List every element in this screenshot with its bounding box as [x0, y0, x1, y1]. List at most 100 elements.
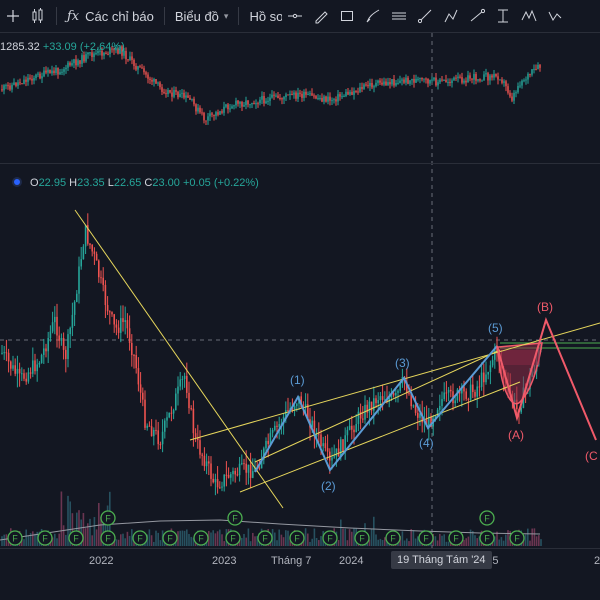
top-candle-body: [257, 103, 259, 105]
measure-icon[interactable]: [490, 0, 516, 32]
event-marker-circle[interactable]: [225, 530, 241, 546]
candle-body: [472, 384, 474, 392]
volume-bar: [403, 540, 406, 546]
ray-icon[interactable]: [412, 0, 438, 32]
corrective-wave-path[interactable]: [496, 317, 597, 441]
event-marker-circle[interactable]: [7, 530, 23, 546]
top-candle-body: [353, 90, 355, 95]
top-candle-body: [193, 98, 195, 105]
candle-body: [236, 474, 239, 476]
volume-bar: [34, 533, 36, 546]
range-box[interactable]: [500, 350, 540, 365]
top-candle-body: [535, 68, 537, 70]
path-icon[interactable]: [438, 0, 464, 32]
volume-bar: [285, 530, 287, 546]
event-marker-circle[interactable]: [100, 530, 116, 546]
candle-body: [337, 448, 340, 457]
top-candle-body: [223, 106, 225, 113]
volume-bar: [153, 541, 155, 546]
candle-body: [137, 368, 140, 385]
top-candle-body: [531, 69, 533, 75]
candle-body: [155, 429, 157, 431]
candle-body: [177, 386, 179, 394]
indicators-label: Các chỉ báo: [85, 8, 154, 24]
indicators-button[interactable]: ƒx Các chỉ báo: [61, 0, 160, 32]
top-candle-body: [115, 48, 117, 51]
trend-line-icon[interactable]: [464, 0, 490, 32]
top-candle-body: [501, 79, 503, 83]
top-candle-body: [79, 60, 81, 64]
volume-bar: [192, 537, 195, 546]
volume-bar: [76, 512, 78, 546]
candle-body: [353, 429, 355, 433]
top-candle-body: [391, 79, 393, 85]
event-marker-circle[interactable]: [193, 530, 209, 546]
candle-body: [27, 372, 30, 382]
event-marker-circle[interactable]: [162, 530, 178, 546]
top-candle-body: [415, 78, 417, 83]
horizontal-line-icon[interactable]: [282, 0, 308, 32]
more-icon[interactable]: [542, 0, 568, 32]
event-marker-circle[interactable]: [227, 510, 243, 526]
event-marker-circle[interactable]: [132, 530, 148, 546]
top-candle-body: [95, 53, 97, 55]
event-marker-circle[interactable]: [509, 530, 525, 546]
candle-body: [18, 368, 21, 374]
event-marker-circle[interactable]: [385, 530, 401, 546]
event-marker-circle[interactable]: [289, 530, 305, 546]
volume-bar: [60, 491, 63, 546]
event-marker-label: F: [484, 534, 490, 544]
event-marker-circle[interactable]: [322, 530, 338, 546]
impulse-wave-path[interactable]: [254, 345, 498, 473]
volume-bar: [381, 540, 384, 546]
event-marker-circle[interactable]: [257, 530, 273, 546]
top-candle-body: [55, 67, 57, 74]
candle-body: [439, 405, 441, 410]
wedge-line[interactable]: [254, 349, 501, 463]
top-candle-body: [271, 94, 273, 98]
event-marker-circle[interactable]: [68, 530, 84, 546]
volume-bar: [190, 536, 192, 546]
parallel-lines-icon[interactable]: [386, 0, 412, 32]
event-marker-circle[interactable]: [448, 530, 464, 546]
event-marker-circle[interactable]: [100, 510, 116, 526]
top-candle-body: [207, 116, 209, 121]
profile-button[interactable]: Hồ sơ: [243, 0, 290, 32]
candle-body: [115, 324, 118, 328]
candle-body: [276, 425, 278, 427]
top-candle-body: [149, 78, 151, 80]
top-candle-body: [143, 68, 145, 73]
volume-bar: [313, 528, 316, 546]
pattern-icon[interactable]: [516, 0, 542, 32]
top-candle-body: [459, 76, 461, 78]
pane-divider[interactable]: [0, 163, 600, 164]
time-axis[interactable]: 2022 2023 Tháng 7 2024 2025 2 19 Tháng T…: [0, 548, 600, 573]
channel-upper-line[interactable]: [189, 322, 600, 441]
candle-body: [148, 425, 151, 427]
event-marker-circle[interactable]: [37, 530, 53, 546]
volume-bar: [379, 538, 382, 546]
candle-body: [329, 451, 331, 461]
event-marker-circle[interactable]: [354, 530, 370, 546]
event-marker-circle[interactable]: [479, 530, 495, 546]
candles-icon[interactable]: [26, 0, 52, 32]
top-candle-body: [221, 111, 223, 113]
top-candle-body: [451, 80, 453, 84]
crosshair-icon[interactable]: [0, 0, 26, 32]
candle-body: [219, 487, 221, 489]
event-marker-circle[interactable]: [418, 530, 434, 546]
channel-lower-line[interactable]: [239, 381, 521, 493]
axis-label-2023: 2023: [212, 555, 237, 567]
top-candle-body: [59, 72, 61, 75]
pen-icon[interactable]: [308, 0, 334, 32]
top-candle-body: [521, 80, 523, 86]
top-candle-body: [101, 50, 103, 56]
chart-menu-button[interactable]: Biểu đồ ▾: [169, 0, 235, 32]
brush-icon[interactable]: [360, 0, 386, 32]
top-candle-body: [483, 74, 485, 81]
rectangle-icon[interactable]: [334, 0, 360, 32]
event-marker-circle[interactable]: [479, 510, 495, 526]
downtrend-line[interactable]: [74, 209, 284, 509]
top-candle-body: [481, 80, 483, 82]
